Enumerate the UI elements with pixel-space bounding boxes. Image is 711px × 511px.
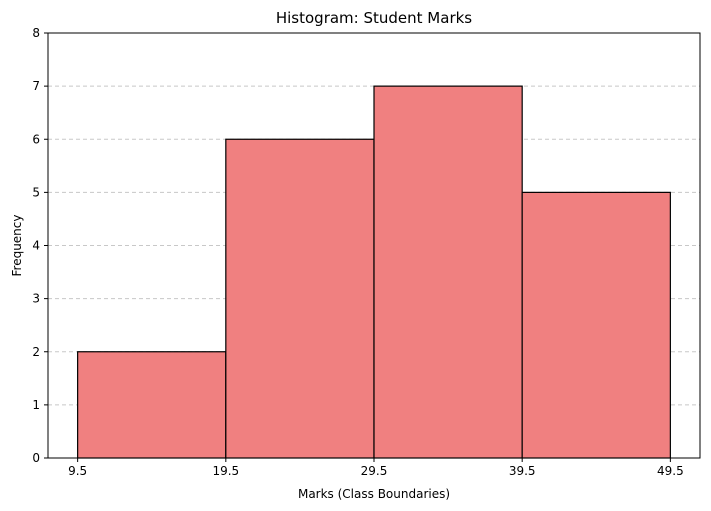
- x-tick-label: 9.5: [68, 464, 87, 478]
- x-axis-ticks: 9.5 19.5 29.5 39.5 49.5: [68, 458, 684, 478]
- histogram-bar: [373, 85, 523, 459]
- x-tick-label: 39.5: [509, 464, 536, 478]
- y-tick-label: 7: [32, 79, 40, 93]
- y-tick-label: 2: [32, 345, 40, 359]
- y-tick-label: 8: [32, 26, 40, 40]
- y-tick-label: 6: [32, 132, 40, 146]
- x-tick-label: 49.5: [657, 464, 684, 478]
- y-tick-label: 0: [32, 451, 40, 465]
- histogram-bar: [521, 191, 671, 459]
- chart-title: Histogram: Student Marks: [276, 9, 472, 27]
- y-tick-label: 1: [32, 398, 40, 412]
- histogram-bar: [225, 138, 375, 459]
- histogram-bar: [77, 351, 227, 459]
- y-axis-ticks: 0 1 2 3 4 5 6 7 8: [32, 26, 48, 465]
- y-axis-label: Frequency: [10, 215, 24, 277]
- x-tick-label: 29.5: [361, 464, 388, 478]
- y-tick-label: 3: [32, 292, 40, 306]
- y-tick-label: 5: [32, 185, 40, 199]
- x-axis-label: Marks (Class Boundaries): [298, 487, 450, 501]
- bars: [77, 85, 671, 459]
- y-tick-label: 4: [32, 239, 40, 253]
- x-tick-label: 19.5: [212, 464, 239, 478]
